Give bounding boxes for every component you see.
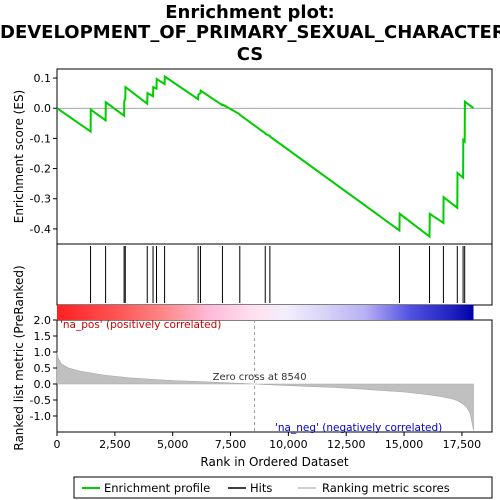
legend-metric-label: Ranking metric scores: [322, 481, 450, 495]
ranking-metric-area: [56, 351, 474, 431]
es-y-tick-label: -0.4: [30, 223, 51, 236]
x-tick-label: 7,500: [215, 438, 247, 451]
metric-y-tick-label: 2.0: [34, 314, 52, 327]
chart-title-line-1: Enrichment plot:: [165, 2, 335, 23]
es-y-tick-label: -0.3: [30, 193, 51, 206]
zero-cross-label: Zero cross at 8540: [213, 372, 307, 383]
x-tick-label: 17,500: [443, 438, 482, 451]
metric-y-tick-label: -1.0: [30, 410, 51, 423]
x-tick-label: 15,000: [385, 438, 424, 451]
x-tick-label: 0: [54, 438, 61, 451]
x-tick-label: 10,000: [269, 438, 308, 451]
metric-y-tick-label: 0.0: [34, 378, 52, 391]
x-tick-label: 12,500: [327, 438, 366, 451]
chart-title-line-3: CS: [236, 44, 264, 65]
es-panel-frame: [56, 68, 493, 245]
legend-hits-label: Hits: [250, 481, 272, 495]
es-y-axis-label: Enrichment score (ES): [12, 90, 26, 223]
metric-y-tick-label: 1.5: [34, 330, 52, 343]
rank-color-bar: [57, 305, 474, 320]
metric-y-tick-label: -0.5: [30, 394, 51, 407]
metric-y-tick-label: 0.5: [34, 362, 52, 375]
chart-title-line-2: DEVELOPMENT_OF_PRIMARY_SEXUAL_CHARACTERI…: [0, 22, 500, 43]
legend-box: [73, 476, 493, 499]
positive-correlation-label: 'na_pos' (positively correlated): [60, 319, 221, 331]
x-axis-label: Rank in Ordered Dataset: [200, 455, 348, 469]
x-tick-label: 2,500: [99, 438, 131, 451]
x-tick-label: 5,000: [157, 438, 189, 451]
metric-y-axis-label: Ranked list metric (PreRanked): [12, 265, 26, 450]
negative-correlation-label: 'na_neg' (negatively correlated): [275, 422, 442, 434]
legend-enrichment-label: Enrichment profile: [104, 481, 210, 495]
enrichment-profile-line: [56, 74, 475, 239]
es-y-tick-label: -0.1: [30, 132, 51, 145]
hits-panel-frame: [56, 243, 493, 306]
es-y-tick-label: 0.1: [34, 72, 52, 85]
es-y-tick-label: -0.2: [30, 163, 51, 176]
metric-y-tick-label: 1.0: [34, 346, 52, 359]
es-y-tick-label: 0.0: [34, 102, 52, 115]
